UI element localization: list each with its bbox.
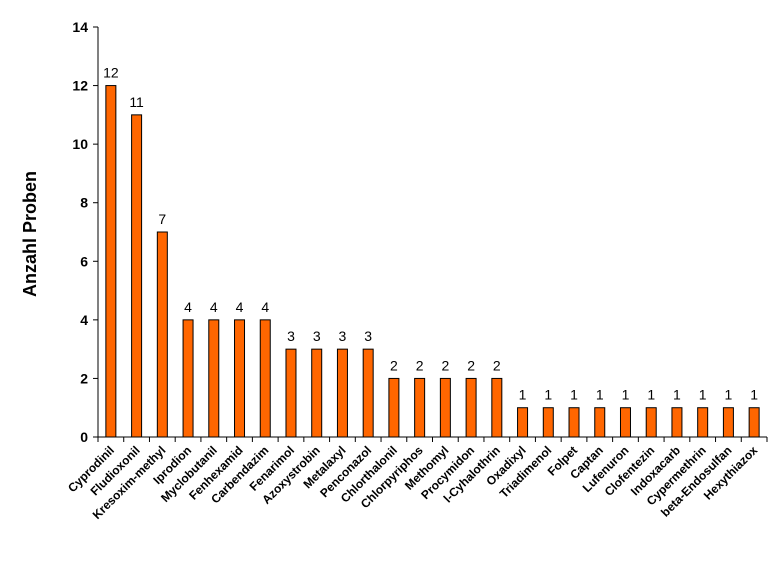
data-label: 1 bbox=[596, 387, 604, 403]
y-axis-label: Anzahl Proben bbox=[20, 171, 40, 297]
data-label: 4 bbox=[184, 299, 192, 315]
data-label: 4 bbox=[210, 299, 218, 315]
bar bbox=[156, 231, 168, 438]
y-tick-label: 8 bbox=[80, 195, 88, 211]
bar bbox=[748, 407, 760, 438]
y-tick-label: 12 bbox=[72, 78, 88, 94]
data-label: 3 bbox=[364, 328, 372, 344]
bar bbox=[362, 348, 374, 438]
data-label: 2 bbox=[441, 357, 449, 373]
data-label: 2 bbox=[493, 357, 501, 373]
y-tick-label: 0 bbox=[80, 429, 88, 445]
y-tick-label: 2 bbox=[80, 370, 88, 386]
data-label: 7 bbox=[158, 211, 166, 227]
bar bbox=[542, 407, 554, 438]
bar bbox=[336, 348, 348, 438]
y-tick-label: 14 bbox=[72, 19, 88, 35]
data-label: 2 bbox=[416, 357, 424, 373]
data-label: 1 bbox=[750, 387, 758, 403]
bars bbox=[105, 85, 760, 438]
bar bbox=[285, 348, 297, 438]
data-label: 3 bbox=[313, 328, 321, 344]
data-label: 12 bbox=[103, 65, 119, 81]
data-label: 4 bbox=[261, 299, 269, 315]
data-label: 2 bbox=[390, 357, 398, 373]
bar bbox=[259, 319, 271, 438]
data-label: 11 bbox=[129, 94, 144, 110]
data-label: 4 bbox=[236, 299, 244, 315]
data-label: 1 bbox=[673, 387, 681, 403]
bar bbox=[105, 85, 117, 438]
bar bbox=[619, 407, 631, 438]
data-label: 1 bbox=[725, 387, 733, 403]
data-label: 1 bbox=[544, 387, 552, 403]
bar bbox=[594, 407, 606, 438]
bar bbox=[131, 114, 143, 438]
bar bbox=[208, 319, 220, 438]
y-tick-label: 4 bbox=[80, 312, 88, 328]
category-labels: CyprodinilFludioxonilKresoxim-methylIpro… bbox=[65, 443, 760, 522]
data-label: 3 bbox=[287, 328, 295, 344]
bar bbox=[182, 319, 194, 438]
bar bbox=[414, 377, 426, 438]
bar bbox=[234, 319, 246, 438]
bar bbox=[645, 407, 657, 438]
data-label: 1 bbox=[519, 387, 527, 403]
data-label: 3 bbox=[339, 328, 347, 344]
bar bbox=[697, 407, 709, 438]
y-tick-label: 6 bbox=[80, 253, 88, 269]
bar bbox=[671, 407, 683, 438]
bar bbox=[311, 348, 323, 438]
bar bbox=[722, 407, 734, 438]
data-label: 1 bbox=[647, 387, 655, 403]
bar bbox=[439, 377, 451, 438]
data-label: 2 bbox=[467, 357, 475, 373]
bar bbox=[388, 377, 400, 438]
bar bbox=[491, 377, 503, 438]
bar bbox=[568, 407, 580, 438]
data-label: 1 bbox=[622, 387, 630, 403]
y-tick-label: 10 bbox=[72, 136, 88, 152]
data-label: 1 bbox=[570, 387, 578, 403]
bar bbox=[465, 377, 477, 438]
data-label: 1 bbox=[699, 387, 707, 403]
bar bbox=[517, 407, 529, 438]
